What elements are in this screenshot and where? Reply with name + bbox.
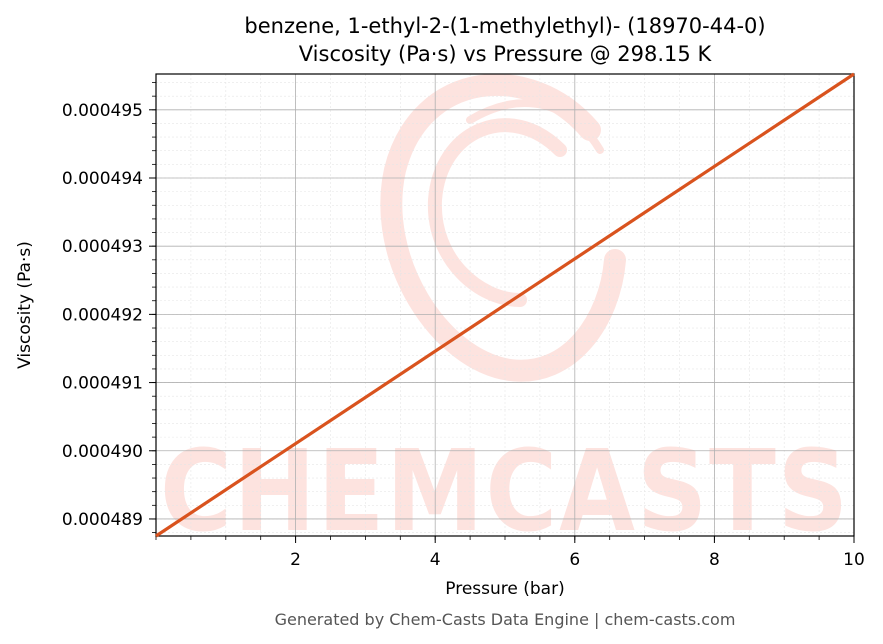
x-tick-label: 8 [709, 550, 720, 570]
chart-title-line2: Viscosity (Pa·s) vs Pressure @ 298.15 K [299, 42, 713, 66]
x-axis-label: Pressure (bar) [445, 579, 564, 599]
y-tick-label: 0.000489 [62, 510, 143, 530]
watermark-text: CHEMCASTS [160, 427, 850, 557]
y-tick-label: 0.000493 [62, 237, 143, 257]
x-tick-label: 10 [843, 550, 865, 570]
y-tick-label: 0.000494 [62, 169, 143, 189]
axis-ticks: 2 4 6 8 10 0.000489 0.000490 0.000491 0.000492 0.… [62, 82, 865, 570]
grid [155, 74, 855, 536]
x-tick-label: 6 [569, 550, 580, 570]
y-tick-label: 0.000490 [62, 442, 143, 462]
series-line-0 [155, 72, 855, 538]
x-tick-label: 2 [290, 550, 301, 570]
y-tick-label: 0.000495 [62, 101, 143, 121]
y-axis-label: Viscosity (Pa·s) [15, 241, 35, 369]
watermark: CHEMCASTS [160, 73, 850, 557]
x-tick-label: 4 [430, 550, 441, 570]
chart-title-line1: benzene, 1-ethyl-2-(1-methylethyl)- (189… [244, 14, 765, 38]
y-tick-label: 0.000492 [62, 305, 143, 325]
series-layer [155, 72, 855, 538]
y-tick-label: 0.000491 [62, 374, 143, 394]
footer-credit: Generated by Chem-Casts Data Engine | ch… [275, 610, 736, 629]
